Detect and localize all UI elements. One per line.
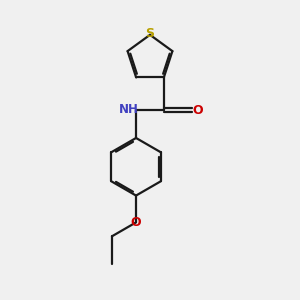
Text: S: S bbox=[146, 27, 154, 40]
Text: O: O bbox=[192, 104, 203, 117]
Text: O: O bbox=[131, 216, 141, 229]
Text: NH: NH bbox=[119, 103, 139, 116]
